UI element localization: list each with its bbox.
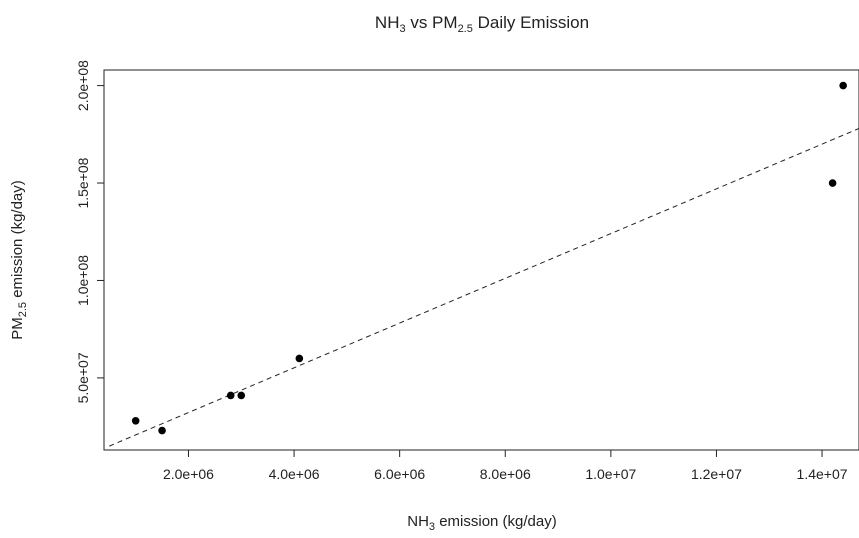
data-point bbox=[158, 426, 166, 435]
x-tick-label: 2.0e+06 bbox=[163, 466, 214, 482]
data-points bbox=[131, 81, 847, 435]
x-axis: 2.0e+06 4.0e+06 6.0e+06 8.0e+06 1.0e+07 1.2e+… bbox=[163, 450, 848, 482]
chart-title: NH3 vs PM2.5 Daily Emission bbox=[375, 13, 589, 35]
plot-area-frame bbox=[103, 69, 859, 451]
data-point bbox=[295, 354, 304, 363]
x-tick-label: 8.0e+06 bbox=[480, 466, 531, 482]
x-tick-label: 1.0e+07 bbox=[585, 466, 636, 482]
x-tick-label: 4.0e+06 bbox=[269, 466, 320, 482]
y-tick-label: 5.0e+07 bbox=[75, 352, 91, 403]
x-tick-label: 6.0e+06 bbox=[374, 466, 425, 482]
data-point bbox=[839, 81, 847, 90]
data-point bbox=[131, 416, 140, 425]
y-tick-label: 2.0e+08 bbox=[75, 60, 91, 111]
regression-fit-line bbox=[109, 128, 859, 447]
x-axis-title: NH3 emission (kg/day) bbox=[407, 513, 557, 533]
data-point bbox=[237, 391, 246, 400]
y-tick-label: 1.5e+08 bbox=[75, 157, 91, 208]
y-axis: 5.0e+07 1.0e+08 1.5e+08 2.0e+08 bbox=[75, 60, 104, 403]
data-point bbox=[226, 391, 235, 400]
y-axis-title: PM2.5 emission (kg/day) bbox=[9, 180, 29, 340]
y-tick-label: 1.0e+08 bbox=[75, 255, 91, 306]
x-tick-label: 1.2e+07 bbox=[691, 466, 742, 482]
data-point bbox=[828, 179, 837, 187]
x-tick-label: 1.4e+07 bbox=[797, 466, 848, 482]
